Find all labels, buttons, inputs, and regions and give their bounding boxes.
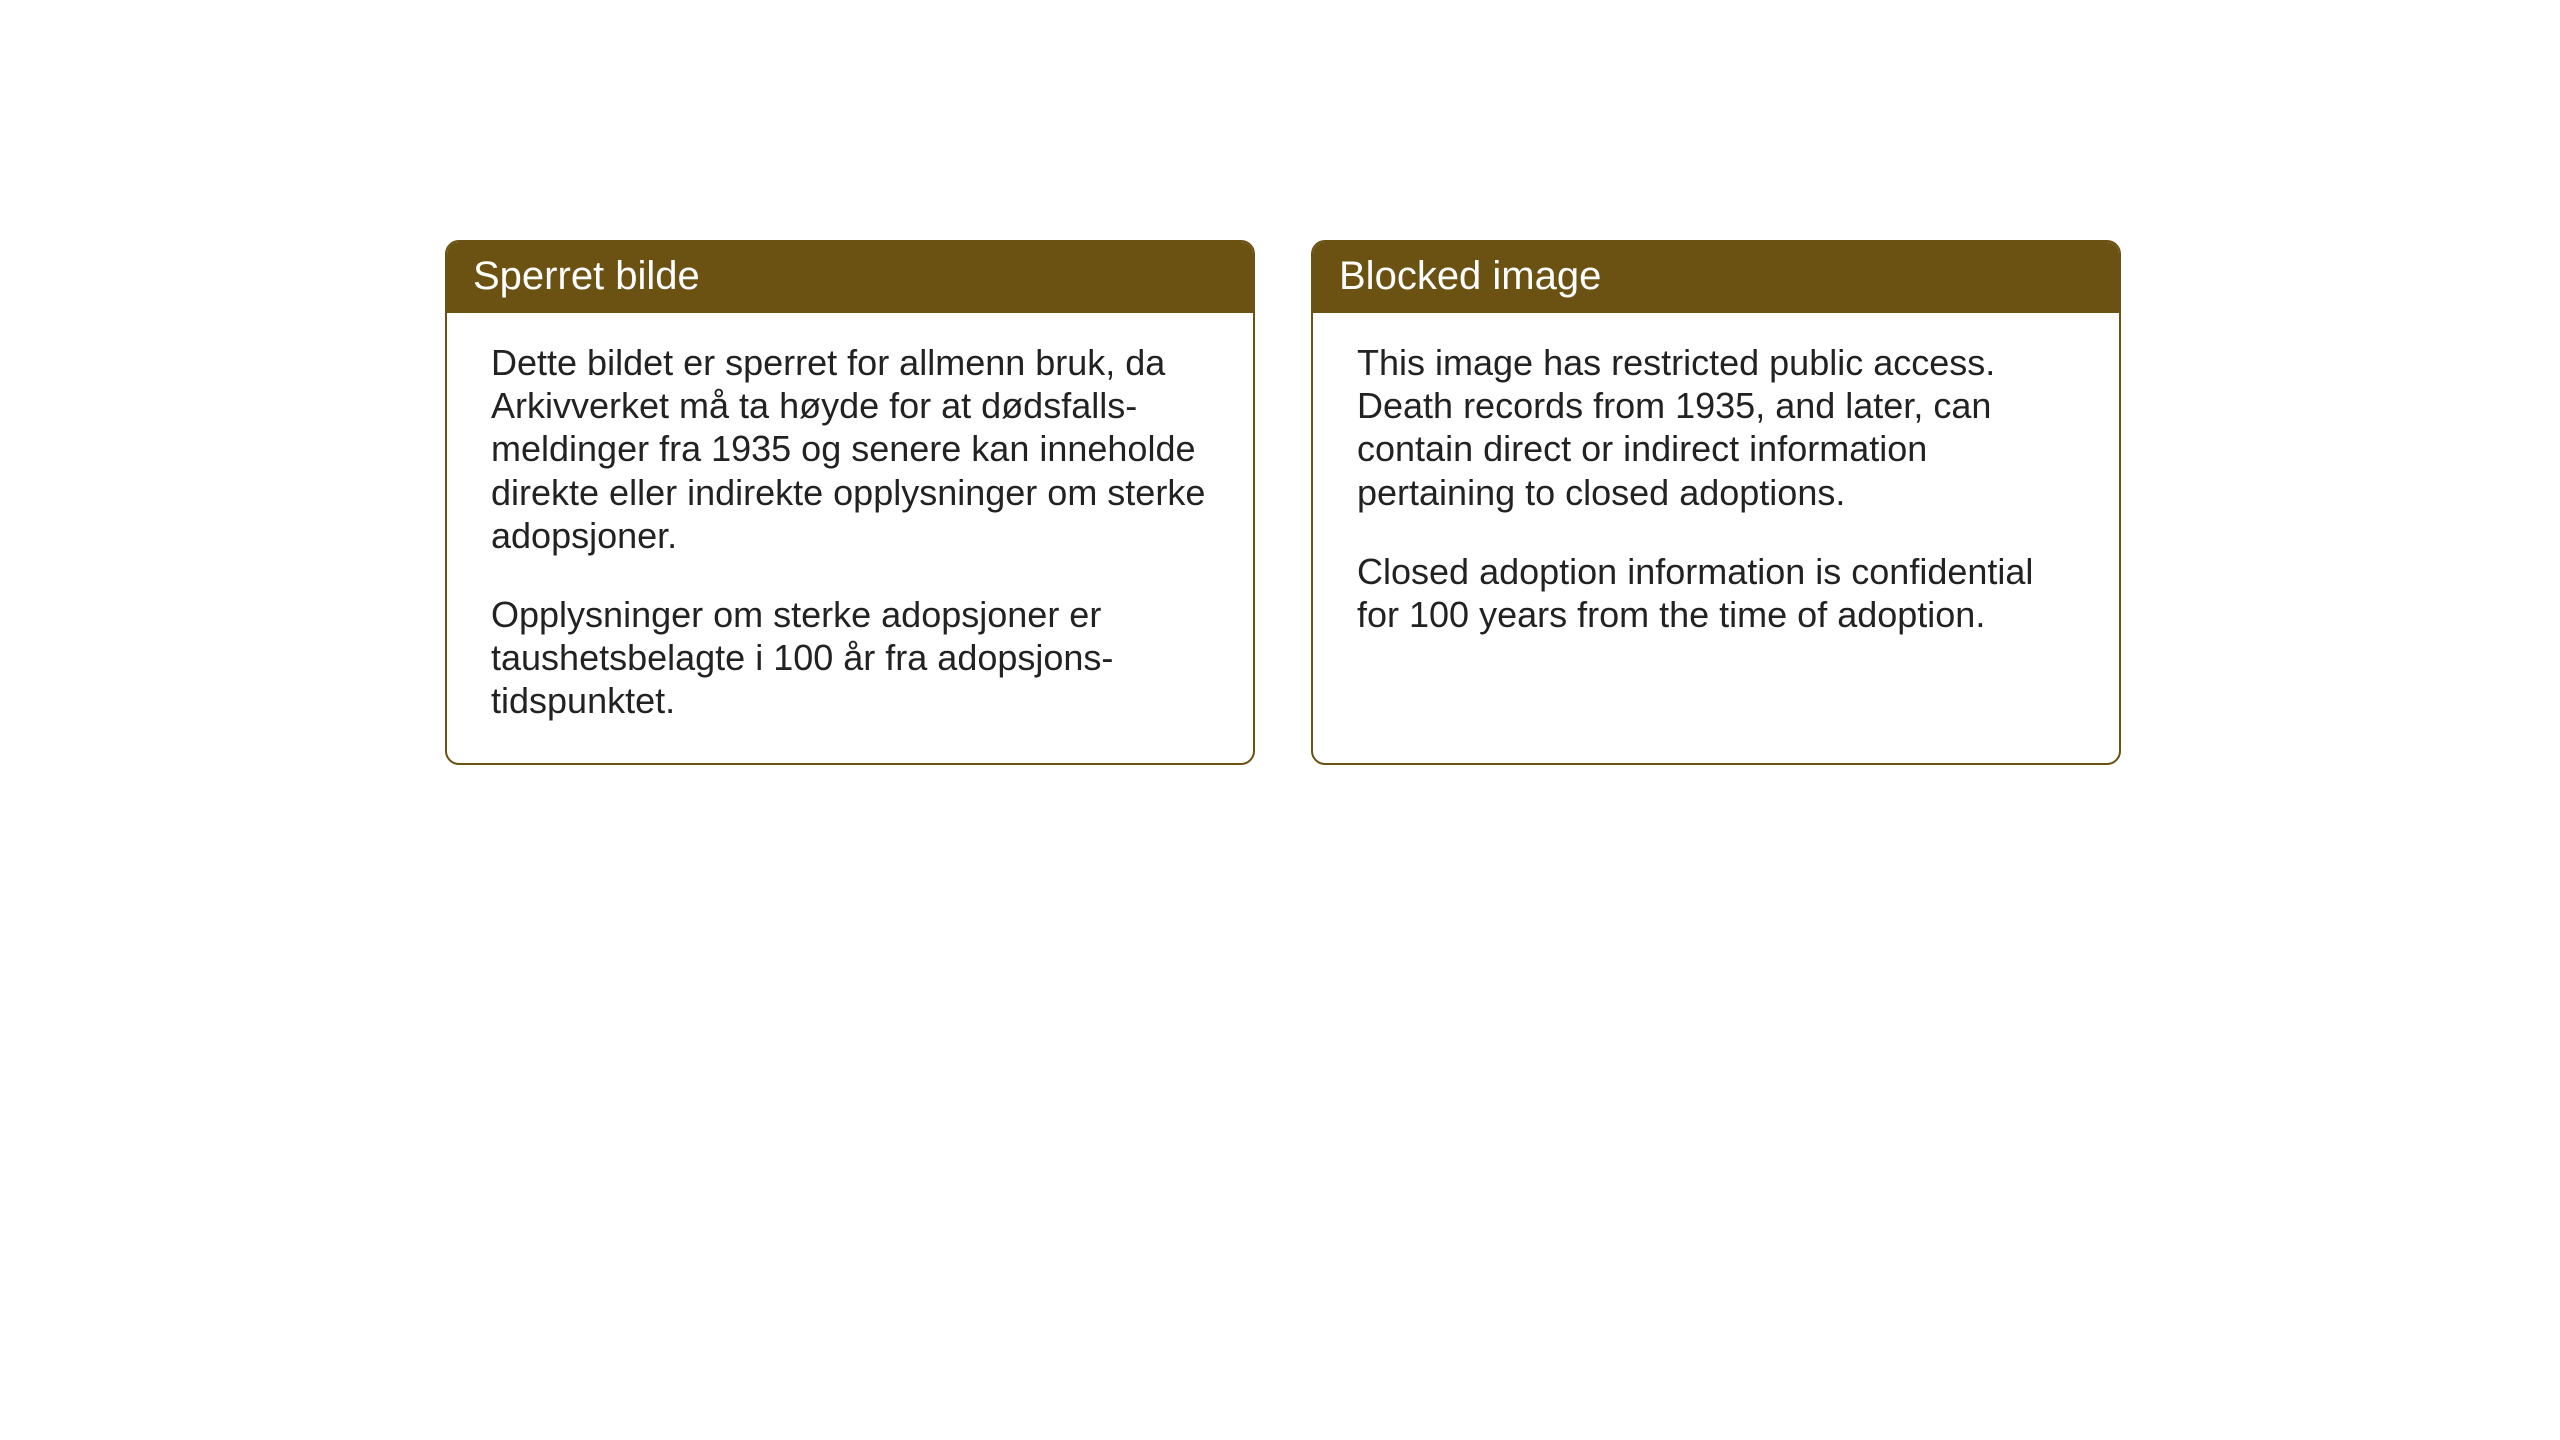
card-body-norwegian: Dette bildet er sperret for allmenn bruk… — [447, 313, 1253, 763]
card-english: Blocked image This image has restricted … — [1311, 240, 2121, 765]
paragraph-2-norwegian: Opplysninger om sterke adopsjoner er tau… — [491, 593, 1209, 723]
paragraph-1-norwegian: Dette bildet er sperret for allmenn bruk… — [491, 341, 1209, 557]
card-header-english: Blocked image — [1313, 242, 2119, 313]
card-body-english: This image has restricted public access.… — [1313, 313, 2119, 676]
card-norwegian: Sperret bilde Dette bildet er sperret fo… — [445, 240, 1255, 765]
paragraph-2-english: Closed adoption information is confident… — [1357, 550, 2075, 636]
paragraph-1-english: This image has restricted public access.… — [1357, 341, 2075, 514]
card-header-norwegian: Sperret bilde — [447, 242, 1253, 313]
cards-container: Sperret bilde Dette bildet er sperret fo… — [445, 240, 2560, 765]
